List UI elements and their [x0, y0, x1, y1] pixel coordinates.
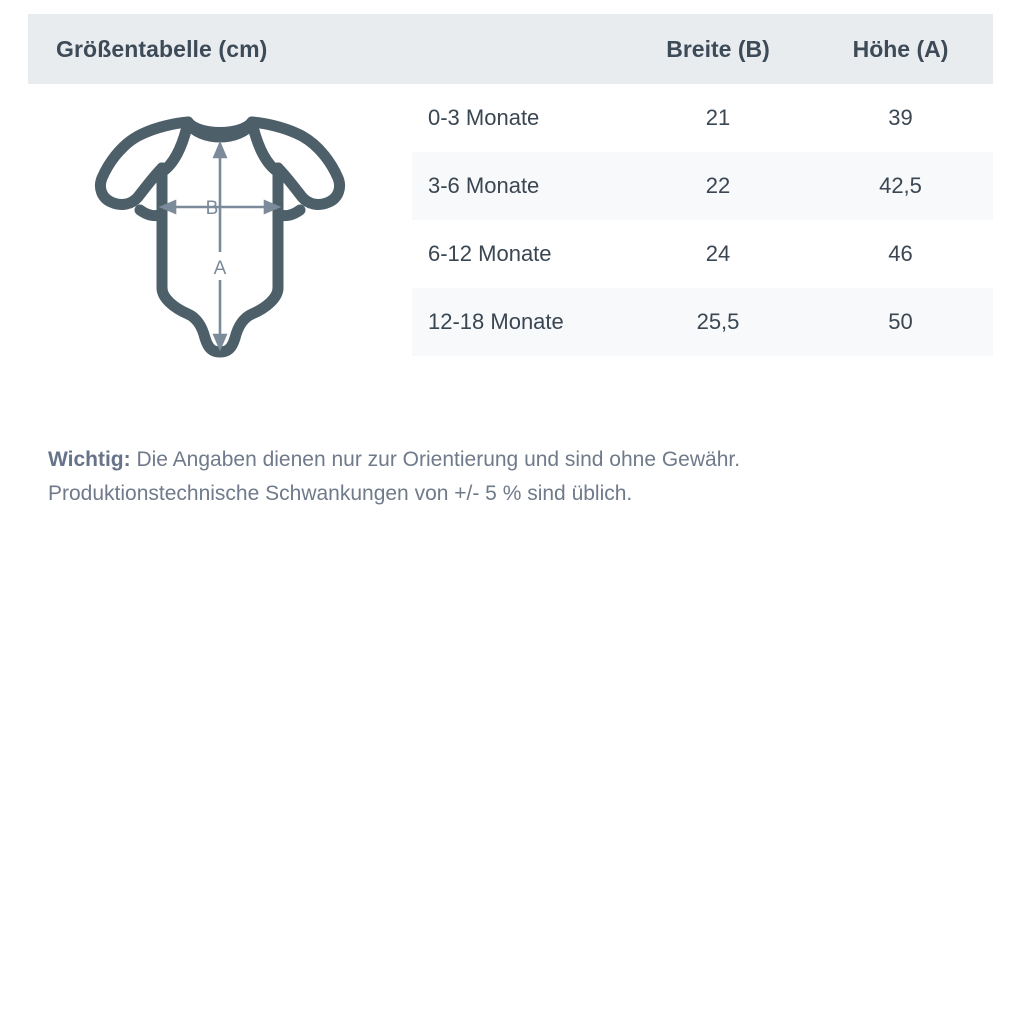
- column-header-width: Breite (B): [666, 35, 770, 62]
- cell-width: 22: [705, 173, 731, 198]
- column-header-height: Höhe (A): [852, 35, 949, 62]
- height-dimension-arrow: [212, 140, 228, 352]
- footnote-text-1: Die Angaben dienen nur zur Orientierung …: [130, 448, 741, 471]
- size-chart: Größentabelle (cm) Breite (B) Höhe (A): [28, 14, 993, 384]
- cell-width: 21: [705, 105, 731, 130]
- size-table: 0-3 Monate 21 39 3-6 Monate 22 42,5 6-12…: [412, 84, 993, 356]
- baby-bodysuit-diagram: B A: [94, 116, 346, 358]
- cell-size: 3-6 Monate: [428, 173, 540, 198]
- cell-size: 12-18 Monate: [428, 309, 564, 334]
- footnote: Wichtig: Die Angaben dienen nur zur Orie…: [48, 443, 988, 511]
- cell-width: 24: [705, 241, 731, 266]
- cell-size: 0-3 Monate: [428, 105, 540, 130]
- cell-height: 50: [888, 309, 913, 334]
- footnote-line-1: Wichtig: Die Angaben dienen nur zur Orie…: [48, 448, 740, 471]
- cell-height: 46: [888, 241, 913, 266]
- chart-header: Größentabelle (cm) Breite (B) Höhe (A): [28, 14, 993, 84]
- chart-body: B A 0-3 Monate 21 39 3-6 Monate 22: [28, 84, 993, 384]
- illustration-cell: B A: [28, 84, 412, 384]
- header-columns: Breite (B) Höhe (A): [628, 36, 993, 63]
- table-row: 6-12 Monate 24 46: [412, 220, 993, 288]
- width-dimension-label: B: [206, 198, 219, 219]
- footnote-text-2: Produktionstechnische Schwankungen von +…: [48, 482, 633, 505]
- table-row: 12-18 Monate 25,5 50: [412, 288, 993, 356]
- cell-height: 39: [888, 105, 913, 130]
- footnote-lead: Wichtig:: [48, 448, 131, 471]
- cell-height: 42,5: [879, 173, 922, 198]
- table-row: 3-6 Monate 22 42,5: [412, 152, 993, 220]
- cell-size: 6-12 Monate: [428, 241, 552, 266]
- table-row: 0-3 Monate 21 39: [412, 84, 993, 152]
- page-title: Größentabelle (cm): [56, 35, 268, 62]
- cell-width: 25,5: [696, 309, 740, 334]
- height-dimension-label: A: [214, 258, 227, 279]
